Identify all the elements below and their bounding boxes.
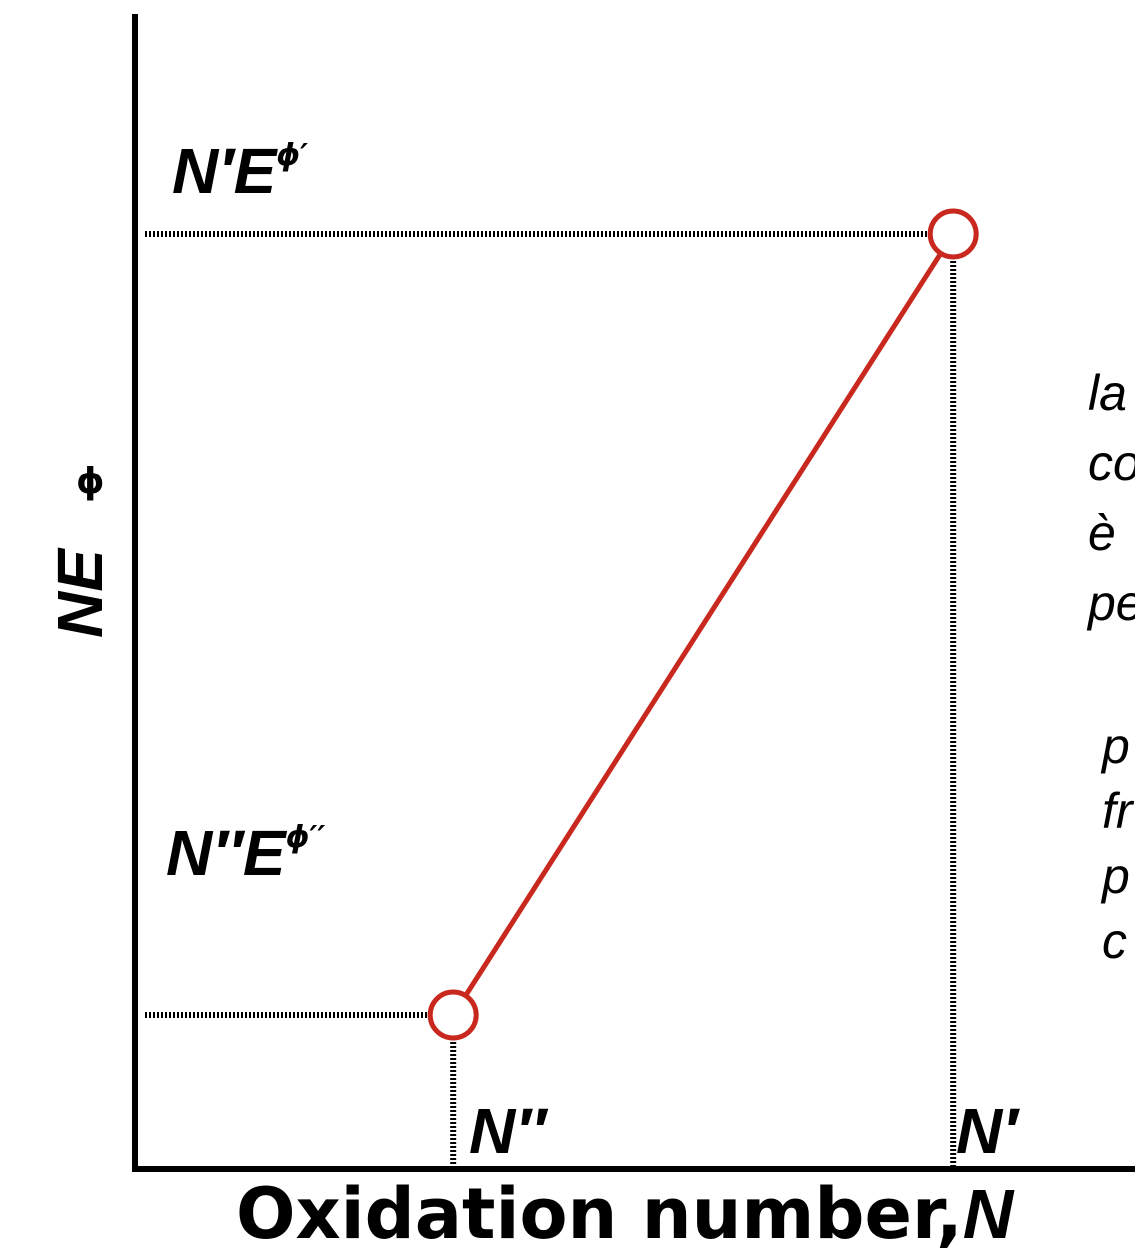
data-point-low xyxy=(427,989,479,1041)
side-text-line-3: è xyxy=(1088,505,1116,561)
side-text-line-8: c xyxy=(1102,913,1127,969)
data-point-high xyxy=(927,208,979,260)
series-line xyxy=(451,232,956,1017)
side-text-line-5: p xyxy=(1100,718,1130,774)
y-axis-title: NE xyxy=(44,547,116,638)
x-tick-label-low: N′′ xyxy=(469,1095,549,1167)
side-text-line-4: pe xyxy=(1086,575,1135,631)
y-axis-title-superscript: ϕ xyxy=(76,461,105,502)
x-axis-title: Oxidation number,N xyxy=(236,1173,1015,1248)
x-tick-label-high: N′ xyxy=(956,1095,1020,1167)
side-text-line-2: co xyxy=(1088,435,1135,491)
y-tick-label-high: N′Eϕ′ xyxy=(172,135,308,207)
side-text-line-7: p xyxy=(1100,848,1130,904)
side-text-line-1: la xyxy=(1088,365,1127,421)
side-text-line-6: fr xyxy=(1102,783,1135,839)
y-tick-label-low: N′′Eϕ′′ xyxy=(166,817,325,889)
